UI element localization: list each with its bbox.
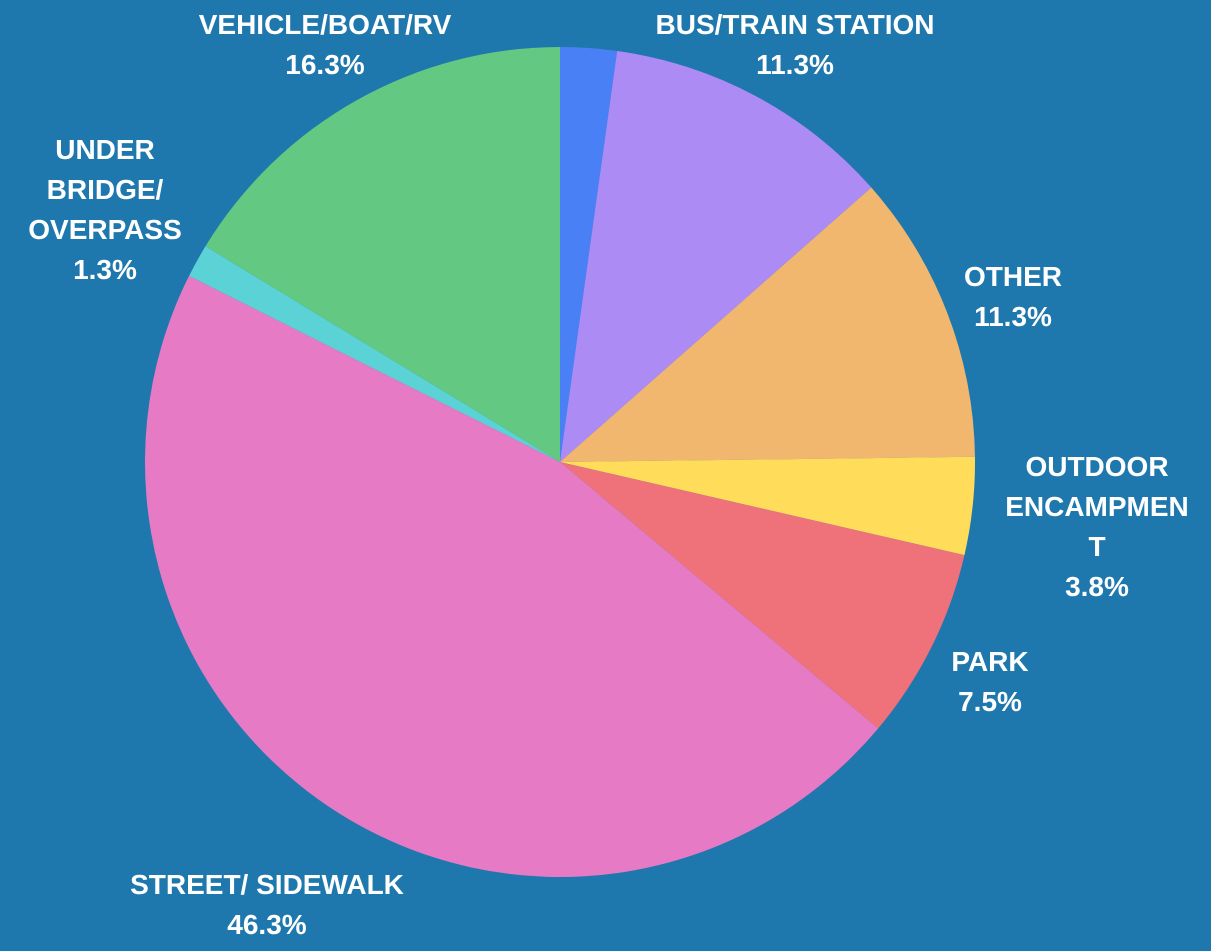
category-label: OTHER	[964, 261, 1062, 292]
category-label: VEHICLE/BOAT/RV	[198, 9, 452, 40]
pie-slice	[189, 246, 561, 462]
value-label: 7.5%	[958, 686, 1022, 717]
slice-label: BUS/TRAIN STATION 11.3%	[656, 5, 935, 85]
category-label: PARK	[951, 646, 1029, 677]
pie-slice	[144, 275, 879, 878]
value-label: 46.3%	[227, 909, 307, 940]
slice-label: PARK 7.5%	[951, 642, 1028, 722]
value-label: 11.3%	[756, 49, 834, 80]
value-label: 16.3%	[285, 49, 365, 80]
pie-slice	[560, 462, 965, 729]
slice-label: UNDER BRIDGE/ OVERPASS 1.3%	[28, 130, 182, 290]
slice-label: VEHICLE/BOAT/RV 16.3%	[199, 5, 452, 85]
category-label: BUS/TRAIN STATION	[655, 9, 935, 40]
pie-slice	[560, 187, 975, 462]
pie-slice	[560, 456, 975, 556]
slice-label: OTHER 11.3%	[964, 257, 1062, 337]
category-label: UNDER BRIDGE/ OVERPASS	[28, 134, 182, 245]
slice-label: STREET/ SIDEWALK 46.3%	[130, 865, 404, 945]
category-label: STREET/ SIDEWALK	[130, 869, 404, 900]
pie-slice	[205, 46, 561, 462]
value-label: 11.3%	[974, 301, 1052, 332]
category-label: OUTDOOR ENCAMPMEN T	[1005, 451, 1189, 562]
pie-slice	[560, 47, 618, 462]
value-label: 3.8%	[1065, 571, 1129, 602]
pie-slice	[560, 50, 872, 463]
slice-label: OUTDOOR ENCAMPMEN T 3.8%	[1005, 447, 1189, 607]
value-label: 1.3%	[73, 254, 137, 285]
